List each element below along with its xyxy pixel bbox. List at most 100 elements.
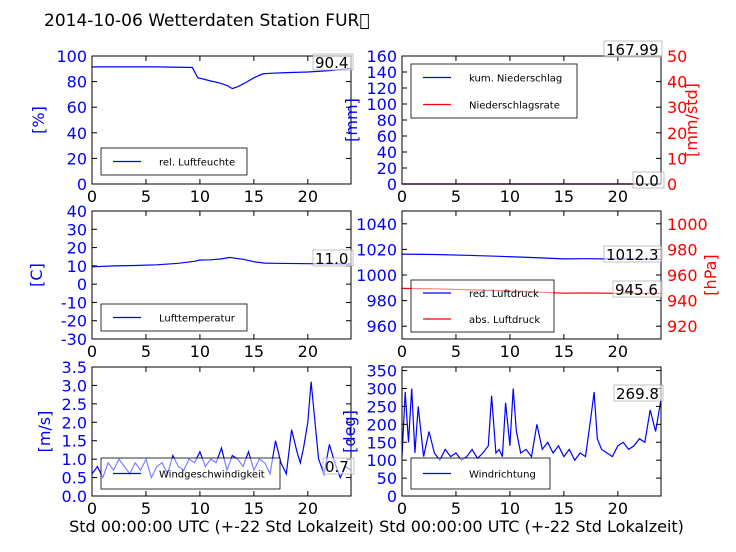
pressure-legend-label: red. Luftdruck <box>469 289 539 300</box>
pressure-legend-box <box>410 279 555 333</box>
pressure-x-tick-label: 20 <box>608 342 628 361</box>
winddir-y-tick-label: 300 <box>366 380 397 399</box>
windspeed-value-annotation: 0.7 <box>322 457 355 476</box>
humidity-y-tick-label: 100 <box>56 47 87 66</box>
temperature-legend: Lufttemperatur <box>100 303 248 332</box>
precip-x-tick-label: 10 <box>500 187 520 206</box>
precip-y-right-tick-label: 0 <box>667 175 677 194</box>
winddir-x-tick-label: 15 <box>554 499 574 518</box>
figure-title: 2014-10-06 Wetterdaten Station FUR  <box>44 11 370 31</box>
winddir-y-tick-label: 350 <box>366 362 397 381</box>
pressure-y-tick-label: 1020 <box>356 240 397 259</box>
winddir-y-tick-label: 100 <box>366 451 397 470</box>
humidity-series-line-0 <box>92 66 352 90</box>
pressure-legend-label: abs. Luftdruck <box>469 315 540 326</box>
x-axis-label-right: Std 00:00:00 UTC (+-22 Std Lokalzeit) <box>379 517 684 536</box>
temperature-x-tick-label: 10 <box>190 342 210 361</box>
humidity-value-annotation: 90.4 <box>312 53 354 72</box>
pressure-y-tick-label: 960 <box>366 317 397 336</box>
pressure-y-tick-label: 1000 <box>356 266 397 285</box>
precip-value-annotation-box <box>603 40 663 58</box>
humidity-x-tick-label: 15 <box>244 187 264 206</box>
pressure-y-right-tick-label: 1000 <box>667 215 708 234</box>
precip-panel: 0 5 10 15 2002040608010012014016001020304050… <box>342 40 701 206</box>
pressure-value-annotation-box <box>612 280 663 298</box>
windspeed-y-tick-label: 1.0 <box>62 450 87 469</box>
windspeed-value-annotation-box <box>322 457 355 475</box>
temperature-series-line-0 <box>91 256 352 268</box>
winddir-y-tick-label: 200 <box>366 415 397 434</box>
pressure-y-right-axis-label: [hPa] <box>701 254 720 295</box>
temperature-value-annotation: 11.0 <box>312 249 354 268</box>
precip-value-annotation: 167.99 <box>603 40 663 59</box>
pressure-x-tick-label: 10 <box>500 342 520 361</box>
temperature-y-tick-label: 30 <box>67 220 87 239</box>
winddir-x-tick-label: 20 <box>608 499 628 518</box>
precip-x-tick-label: 20 <box>608 187 628 206</box>
temperature-value-annotation-box <box>312 249 354 267</box>
temperature-plot-frame <box>91 210 352 340</box>
windspeed-y-tick-label: 2.5 <box>62 395 87 414</box>
winddir-legend: Windrichtung <box>410 457 551 490</box>
temperature-y-tick-label: 40 <box>67 202 87 221</box>
pressure-panel: 0 5 10 15 20 960 980 1000 1020 1040 920 940 960 980 10… <box>356 210 720 361</box>
pressure-value-annotation-text: 1012.3 <box>606 246 659 264</box>
humidity-legend-label: rel. Luftfeuchte <box>159 158 235 169</box>
precip-legend-label: kum. Niederschlag <box>469 74 562 85</box>
pressure-y-tick-label: 980 <box>366 292 397 311</box>
pressure-value-annotation: 1012.3 <box>603 245 663 264</box>
humidity-plot-frame <box>91 55 352 185</box>
winddir-panel: 0 5 10 15 20050100150200250300350[deg]Windri… <box>340 362 664 518</box>
temperature-x-tick-label: 20 <box>298 342 318 361</box>
winddir-value-annotation-box <box>613 384 664 402</box>
windspeed-y-tick-label: 0.0 <box>62 487 87 506</box>
precip-y-tick-label: 160 <box>366 47 397 66</box>
windspeed-y-tick-label: 3.5 <box>62 358 87 377</box>
winddir-x-tick-label: 5 <box>451 499 461 518</box>
winddir-x-tick-label: 0 <box>397 499 407 518</box>
precip-y-right-axis-label: [mm/std] <box>682 83 701 157</box>
temperature-x-tick-label: 5 <box>141 342 151 361</box>
pressure-x-tick-label: 15 <box>554 342 574 361</box>
windspeed-y-tick-label: 2.0 <box>62 413 87 432</box>
temperature-y-tick-label: -30 <box>61 330 87 349</box>
precip-y-tick-label: 60 <box>377 127 397 146</box>
windspeed-y-tick-label: 0.5 <box>62 469 87 488</box>
windspeed-x-tick-label: 0 <box>87 499 97 518</box>
precip-y-tick-label: 100 <box>366 95 397 114</box>
windspeed-plot-frame <box>91 366 352 497</box>
winddir-plot-frame <box>401 366 662 497</box>
precip-y-tick-label: 0 <box>387 175 397 194</box>
precip-y-right-tick-label: 50 <box>667 47 687 66</box>
windspeed-legend: Windgeschwindigkeit <box>100 457 281 490</box>
windspeed-x-tick-label: 20 <box>298 499 318 518</box>
precip-value-annotation-text: 0.0 <box>635 172 659 190</box>
pressure-value-annotation-text: 945.6 <box>615 281 658 299</box>
pressure-x-tick-label: 0 <box>397 342 407 361</box>
precip-y-tick-label: 120 <box>366 79 397 98</box>
precip-legend: kum. Niederschlag Niederschlagsrate <box>410 63 578 119</box>
temperature-x-tick-label: 15 <box>244 342 264 361</box>
pressure-y-right-tick-label: 980 <box>667 240 698 259</box>
precip-legend-label: Niederschlagsrate <box>469 101 560 112</box>
humidity-x-tick-label: 5 <box>141 187 151 206</box>
temperature-y-tick-label: 0 <box>77 275 87 294</box>
humidity-value-annotation-box <box>312 53 354 71</box>
pressure-y-right-tick-label: 920 <box>667 317 698 336</box>
x-axis-label-left: Std 00:00:00 UTC (+-22 Std Lokalzeit) <box>69 517 374 536</box>
winddir-y-axis-label: [deg] <box>340 410 359 453</box>
humidity-y-tick-label: 20 <box>67 149 87 168</box>
pressure-x-tick-label: 5 <box>451 342 461 361</box>
pressure-value-annotation-box <box>603 245 663 263</box>
windspeed-x-tick-label: 15 <box>244 499 264 518</box>
precip-y-tick-label: 20 <box>377 159 397 178</box>
temperature-value-annotation-text: 11.0 <box>315 250 348 268</box>
precip-value-annotation: 0.0 <box>632 171 665 190</box>
pressure-value-annotation: 945.6 <box>612 280 663 299</box>
temperature-y-tick-label: 10 <box>67 257 87 276</box>
temperature-y-axis-label: [C] <box>27 263 46 287</box>
windspeed-x-tick-label: 5 <box>141 499 151 518</box>
